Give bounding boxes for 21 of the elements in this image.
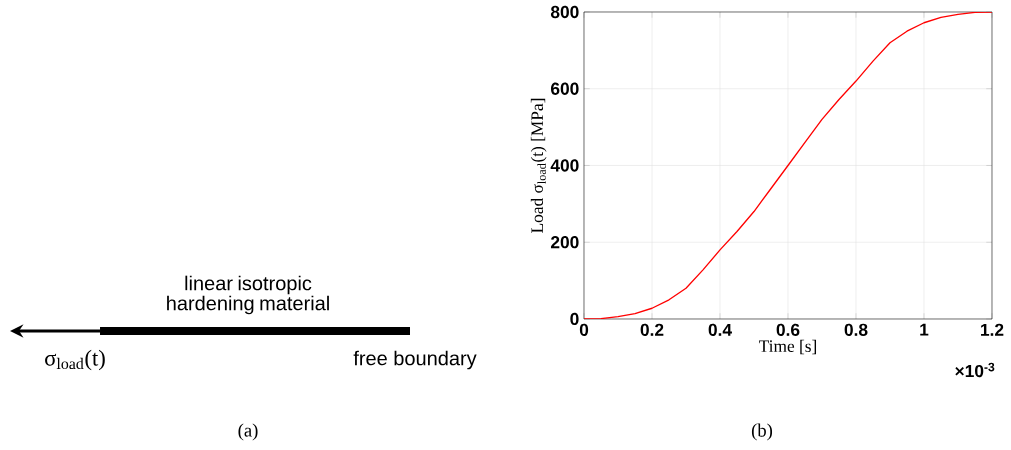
x-tick-label: 1 bbox=[920, 323, 929, 336]
y-axis-title: Load σ$_{load}$(t) [MPa] bbox=[530, 98, 547, 233]
x-tick-label: 0.6 bbox=[776, 323, 800, 336]
text: linear isotropic hardening material bbox=[167, 275, 329, 315]
line-series bbox=[584, 12, 992, 319]
x-tick-label: 0 bbox=[579, 323, 589, 336]
x-tick-label: 0.8 bbox=[844, 323, 868, 336]
text: σ$_{load}$(t) bbox=[45, 349, 105, 371]
text: free boundary bbox=[353, 350, 477, 370]
y-tick-label: 0 bbox=[570, 312, 579, 326]
text: (a) bbox=[238, 423, 258, 441]
x-tick-label: 1.2 bbox=[981, 323, 1004, 336]
x-axis-title: Time [s] bbox=[759, 339, 817, 355]
text: ×10$^{-3}$ bbox=[955, 362, 995, 378]
y-tick-label: 400 bbox=[550, 159, 579, 172]
y-tick-label: 600 bbox=[551, 82, 579, 95]
x-tick-label: 0.4 bbox=[708, 323, 732, 336]
x-tick-label: 0.2 bbox=[640, 323, 664, 336]
y-tick-label: 800 bbox=[550, 5, 579, 19]
text: (b) bbox=[751, 423, 773, 441]
y-tick-label: 200 bbox=[550, 236, 579, 249]
